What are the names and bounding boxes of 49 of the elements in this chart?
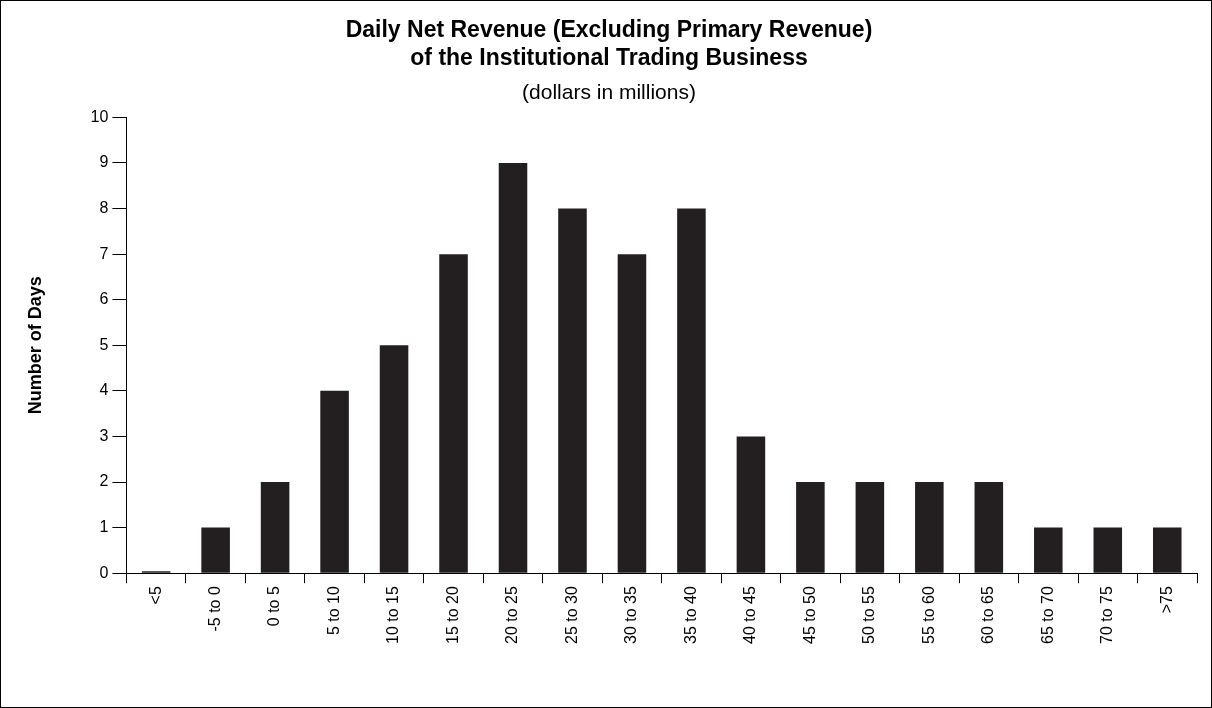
bar bbox=[260, 482, 290, 573]
y-tick-label: 1 bbox=[99, 518, 109, 535]
y-tick-label: 6 bbox=[99, 290, 109, 308]
bar bbox=[498, 162, 528, 573]
x-tick-label: 20 to 25 bbox=[503, 586, 521, 644]
bar bbox=[1152, 527, 1182, 573]
y-tick-label: 9 bbox=[99, 153, 109, 171]
chart-subtitle: (dollars in millions) bbox=[522, 79, 696, 103]
x-tick-label: 10 to 15 bbox=[384, 586, 402, 644]
x-tick-label: 60 to 65 bbox=[979, 586, 997, 644]
bar bbox=[1034, 527, 1063, 573]
y-tick-label: 0 bbox=[99, 563, 109, 581]
y-axis-title: Number of Days bbox=[24, 276, 45, 415]
bar bbox=[201, 527, 230, 573]
x-tick-label: 15 to 20 bbox=[443, 586, 461, 644]
y-tick-label: 3 bbox=[99, 426, 109, 444]
y-tick-label: 10 bbox=[90, 107, 109, 125]
y-tick-label: 5 bbox=[99, 335, 109, 353]
y-tick-label: 2 bbox=[99, 472, 109, 490]
x-tick-label: 45 to 50 bbox=[800, 586, 818, 644]
x-tick-label: 0 to 5 bbox=[265, 586, 283, 627]
x-tick-label: 5 to 10 bbox=[324, 586, 342, 636]
bar bbox=[915, 482, 944, 573]
x-tick-label: <5 bbox=[146, 586, 164, 605]
bar bbox=[320, 390, 349, 573]
x-tick-label: 50 to 55 bbox=[860, 586, 878, 644]
chart-title: Daily Net Revenue (Excluding Primary Revenue) of the Institutional Trading Business bbox=[345, 16, 873, 70]
y-tick-label: 8 bbox=[99, 198, 109, 216]
x-tick-label: 70 to 75 bbox=[1098, 586, 1116, 644]
y-tick-label: 7 bbox=[99, 244, 109, 262]
x-tick-label: 30 to 35 bbox=[622, 586, 640, 644]
bar bbox=[677, 208, 706, 573]
bar bbox=[439, 254, 468, 573]
x-tick-label: >75 bbox=[1157, 586, 1175, 614]
x-tick-label: 35 to 40 bbox=[681, 586, 699, 644]
bar bbox=[379, 345, 409, 573]
bar bbox=[558, 208, 587, 573]
bar bbox=[736, 436, 766, 573]
bar bbox=[974, 482, 1004, 573]
x-tick-label: 40 to 45 bbox=[741, 586, 759, 644]
y-tick-label: 4 bbox=[99, 381, 109, 399]
bar bbox=[855, 482, 885, 573]
bar bbox=[796, 482, 825, 573]
x-tick-label: 65 to 70 bbox=[1038, 586, 1056, 644]
x-tick-label: -5 to 0 bbox=[206, 586, 224, 632]
x-tick-label: 25 to 30 bbox=[562, 586, 580, 644]
bar bbox=[617, 254, 647, 573]
bar bbox=[1093, 527, 1123, 573]
x-tick-label: 55 to 60 bbox=[919, 586, 937, 644]
